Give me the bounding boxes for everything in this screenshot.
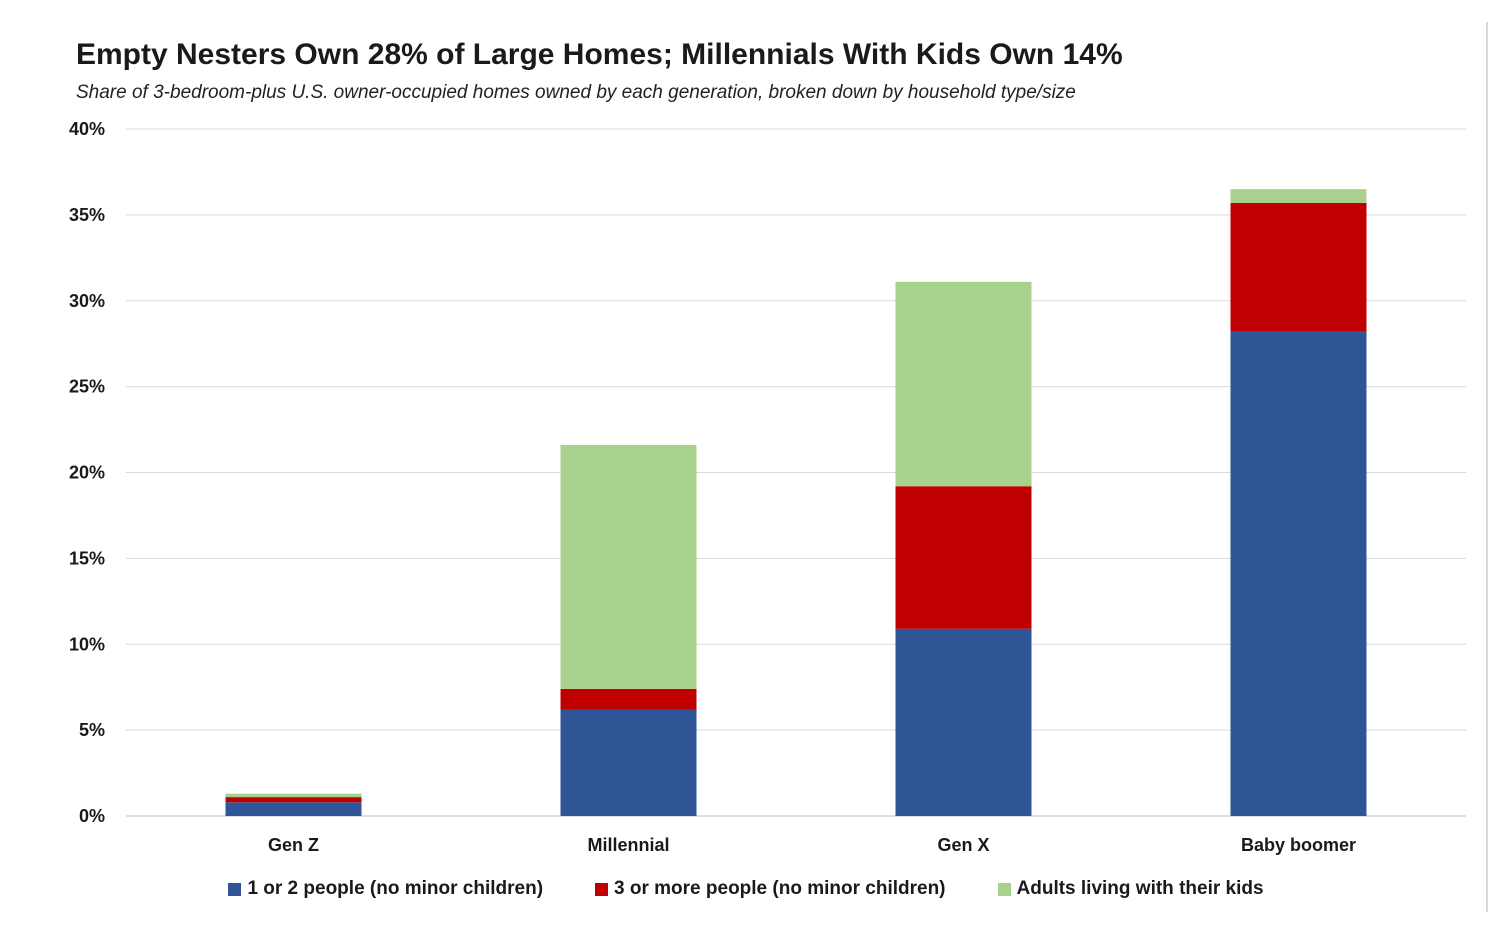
x-tick-label: Baby boomer (1241, 835, 1356, 855)
legend-label: 3 or more people (no minor children) (614, 878, 946, 899)
bar-segment (225, 793, 362, 798)
legend-swatch (228, 882, 242, 896)
bar-segment (895, 628, 1032, 816)
y-tick-label: 0% (79, 806, 105, 826)
bars (225, 189, 1367, 816)
y-tick-label: 15% (69, 548, 105, 568)
bar-segment (1230, 189, 1367, 203)
y-tick-label: 30% (69, 291, 105, 311)
bar-segment (225, 797, 362, 803)
legend-swatch (997, 882, 1011, 896)
y-tick-label: 35% (69, 205, 105, 225)
y-tick-label: 40% (69, 119, 105, 139)
chart-title: Empty Nesters Own 28% of Large Homes; Mi… (76, 38, 1123, 71)
legend-label: 1 or 2 people (no minor children) (247, 878, 544, 899)
x-tick-label: Gen X (937, 835, 989, 855)
y-axis: 0% 5% 10% 15% 20% 25% 30% 35% 40% (69, 119, 105, 826)
bar-segment (560, 709, 697, 816)
bar-segment (895, 281, 1032, 487)
bar-segment (560, 445, 697, 689)
legend-item: 1 or 2 people (no minor children) (228, 878, 543, 900)
y-tick-label: 5% (79, 720, 105, 740)
bar-segment (895, 486, 1032, 629)
x-axis: Gen Z Millennial Gen X Baby boomer (268, 835, 1356, 855)
y-tick-label: 25% (69, 377, 105, 397)
legend-swatch (595, 882, 609, 896)
border-line (1486, 22, 1488, 912)
chart-subtitle: Share of 3-bedroom-plus U.S. owner-occup… (76, 82, 1076, 103)
legend-label: Adults living with their kids (1016, 878, 1264, 899)
bar-segment (1230, 331, 1367, 816)
x-tick-label: Millennial (587, 835, 669, 855)
y-tick-label: 10% (69, 634, 105, 654)
y-tick-label: 20% (69, 463, 105, 483)
bar-segment (560, 688, 697, 710)
x-tick-label: Gen Z (268, 835, 319, 855)
legend-item: Adults living with their kids (997, 878, 1264, 900)
legend-item: 3 or more people (no minor children) (595, 878, 946, 900)
legend: 1 or 2 people (no minor children) 3 or mo… (0, 878, 1492, 900)
bar-segment (225, 802, 362, 816)
bar-segment (1230, 202, 1367, 332)
